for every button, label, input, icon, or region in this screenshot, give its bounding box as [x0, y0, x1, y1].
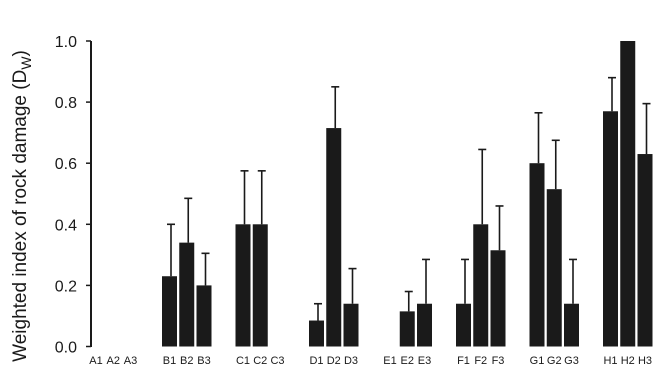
bar-F2: [473, 224, 489, 347]
y-tick-label: 0.4: [55, 217, 77, 234]
x-tick-label-H1: H1: [603, 355, 617, 367]
y-axis-title-close: ): [10, 50, 31, 56]
bar-B3: [196, 285, 212, 347]
bar-H2: [620, 41, 636, 347]
x-tick-label-H2: H2: [621, 355, 635, 367]
bar-G3: [564, 303, 579, 347]
x-tick-label-B2: B2: [180, 355, 193, 367]
y-axis-title-subscript: W: [18, 56, 34, 70]
bar-D1: [309, 320, 324, 347]
x-tick-label-G3: G3: [564, 355, 579, 367]
x-tick-label-G1: G1: [530, 355, 545, 367]
y-axis-title-main: Weighted index of rock damage (D: [10, 70, 31, 362]
x-tick-label-H3: H3: [638, 355, 652, 367]
bar-F1: [456, 303, 471, 347]
x-tick-label-B3: B3: [197, 355, 210, 367]
x-tick-label-C1: C1: [236, 355, 250, 367]
bar-D2: [326, 128, 342, 347]
x-tick-label-F2: F2: [474, 355, 487, 367]
bar-B2: [179, 242, 195, 347]
bar-series: [162, 41, 653, 347]
x-tick-label-E3: E3: [418, 355, 431, 367]
x-tick-label-D2: D2: [327, 355, 341, 367]
x-tick-label-B1: B1: [163, 355, 176, 367]
x-tick-label-G2: G2: [547, 355, 562, 367]
x-tick-label-A3: A3: [124, 355, 137, 367]
bar-D3: [343, 303, 359, 347]
bar-E3: [417, 303, 432, 347]
y-axis-title: Weighted index of rock damage (DW): [10, 50, 34, 362]
bar-C2: [252, 224, 268, 347]
y-tick-label: 0.2: [55, 278, 77, 295]
x-axis-labels: A1 A2 A3 B1 B2 B3 C1 C2 C3 D1 D2 D3 E1 E2 E3 F1 F2 F3 G1 G2…: [89, 355, 652, 367]
x-tick-label-C3: C3: [270, 355, 284, 367]
bar-H3: [637, 154, 653, 347]
y-tick-label: 0.8: [55, 95, 77, 112]
x-tick-label-E2: E2: [401, 355, 414, 367]
x-tick-label-A2: A2: [107, 355, 120, 367]
x-tick-label-E1: E1: [383, 355, 396, 367]
bar-G2: [546, 189, 562, 347]
x-tick-label-C2: C2: [253, 355, 267, 367]
x-tick-label-F1: F1: [457, 355, 470, 367]
y-tick-label: 0.0: [55, 340, 77, 357]
bar-B1: [162, 276, 177, 347]
bar-G1: [529, 163, 545, 347]
bar-F3: [490, 250, 506, 347]
bar-E2: [399, 311, 415, 347]
y-tick-label: 0.6: [55, 156, 77, 173]
x-tick-label-F3: F3: [492, 355, 505, 367]
x-tick-label-D1: D1: [309, 355, 323, 367]
x-tick-label-D3: D3: [344, 355, 358, 367]
bar-C1: [235, 224, 251, 347]
y-axis: 0.0 0.2 0.4 0.6 0.8 1.0: [55, 34, 92, 357]
x-tick-label-A1: A1: [89, 355, 102, 367]
bar-H1: [603, 111, 618, 347]
y-tick-label: 1.0: [55, 34, 77, 51]
